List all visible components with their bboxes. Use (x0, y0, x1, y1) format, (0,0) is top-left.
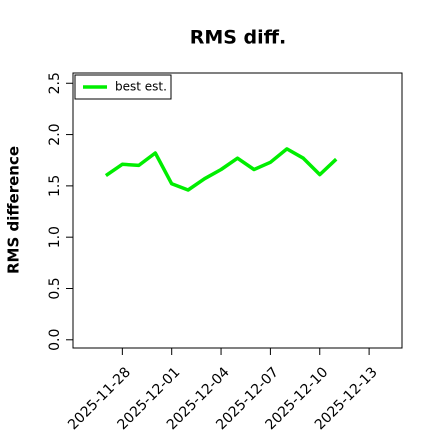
y-tick-label: 2.0 (47, 123, 63, 145)
y-tick-label: 0.0 (47, 329, 63, 351)
y-tick-label: 1.5 (47, 175, 63, 197)
legend-label: best est. (115, 80, 167, 94)
y-tick-label: 2.5 (47, 72, 63, 94)
data-line (104, 147, 338, 192)
plot-frame (72, 72, 403, 349)
y-axis-label: RMS difference (5, 146, 23, 274)
y-tick-label: 0.5 (47, 277, 63, 299)
y-tick-label: 1.0 (47, 226, 63, 248)
chart-title: RMS diff. (190, 27, 287, 49)
